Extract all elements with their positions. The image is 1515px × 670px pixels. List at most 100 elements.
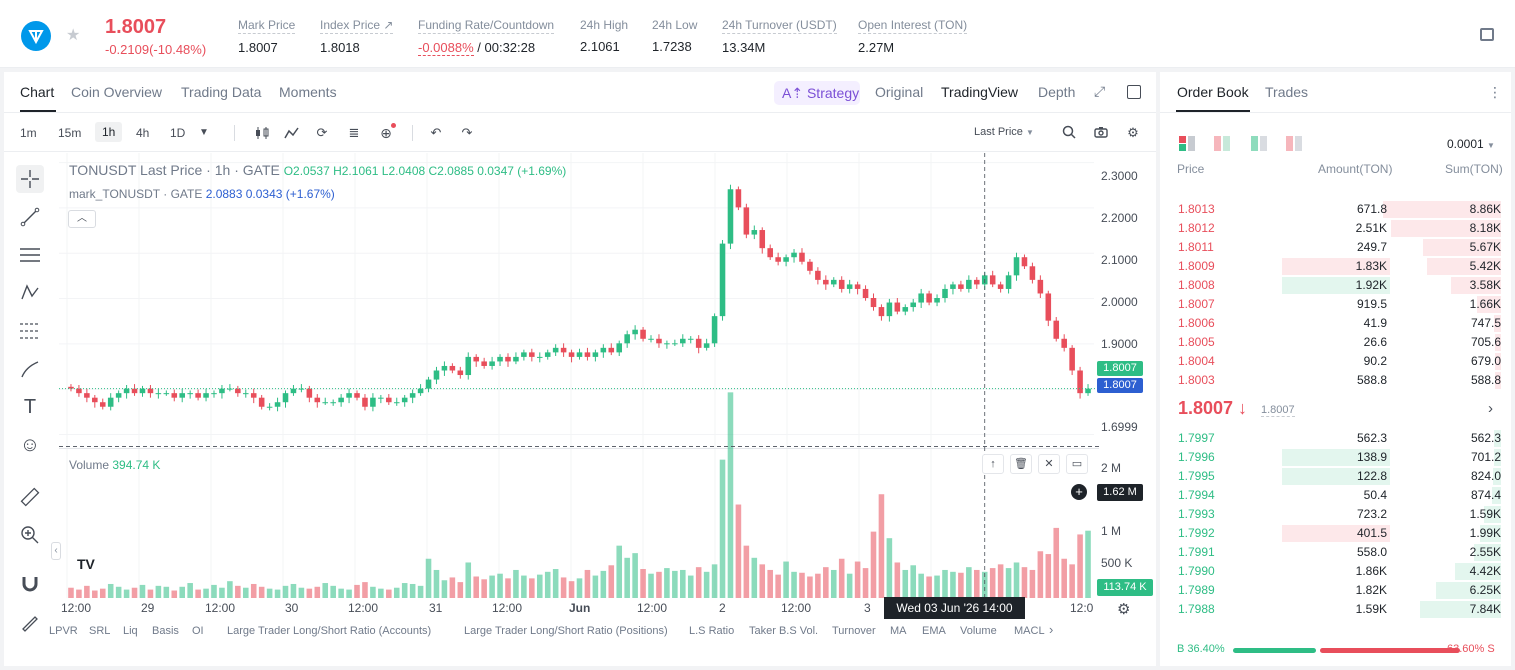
add-icon[interactable]: ⊕ [378, 123, 396, 141]
left-chevron-icon[interactable]: ‹ [51, 542, 61, 560]
tab-moments[interactable]: Moments [279, 84, 337, 100]
strategy-button[interactable]: A⇡ Strategy [774, 81, 860, 105]
stat-label[interactable]: Index Price ↗ [320, 18, 394, 34]
ask-row[interactable]: 1.8013 671.8 8.86K [1160, 200, 1511, 219]
both-sides-view-icon[interactable] [1179, 136, 1195, 151]
price-type-select[interactable]: Last Price ▼ [974, 126, 1034, 138]
more-menu-icon[interactable]: ⋮ [1488, 84, 1502, 100]
tab-order-book[interactable]: Order Book [1177, 84, 1249, 100]
tf-15m[interactable]: 15m [58, 126, 82, 140]
bid-row[interactable]: 1.7995 122.8 824.0 [1160, 467, 1511, 486]
indicator-lt-positions[interactable]: Large Trader Long/Short Ratio (Positions… [464, 625, 668, 637]
trend-line-icon[interactable] [16, 203, 44, 231]
tab-coin-overview[interactable]: Coin Overview [71, 84, 163, 100]
camera-icon[interactable] [1093, 125, 1109, 141]
ruler-icon[interactable] [16, 483, 44, 511]
bids-view-icon[interactable] [1251, 136, 1267, 151]
bid-row[interactable]: 1.7993 723.2 1.59K [1160, 505, 1511, 524]
search-icon[interactable] [1061, 125, 1077, 141]
indicator-macd[interactable]: MACL [1014, 625, 1045, 637]
indicator-srl[interactable]: SRL [89, 625, 111, 637]
pattern-icon[interactable] [16, 279, 44, 307]
tf-1m[interactable]: 1m [20, 126, 37, 140]
brush-icon[interactable] [16, 355, 44, 383]
candle-type-icon[interactable] [254, 125, 270, 141]
ask-row[interactable]: 1.8011 249.7 5.67K [1160, 238, 1511, 257]
indicator-oi[interactable]: OI [192, 625, 204, 637]
stat-label[interactable]: 24h Turnover (USDT) [722, 18, 837, 34]
stat-label[interactable]: Funding Rate/Countdown [418, 18, 555, 34]
ask-row[interactable]: 1.8012 2.51K 8.18K [1160, 219, 1511, 238]
indicator-ema[interactable]: EMA [922, 625, 946, 637]
indicator-liq[interactable]: Liq [123, 625, 138, 637]
tab-chart[interactable]: Chart [20, 84, 55, 100]
ask-row[interactable]: 1.8003 588.8 588.8 [1160, 371, 1511, 390]
bid-row[interactable]: 1.7992 401.5 1.99K [1160, 524, 1511, 543]
chevron-right-icon[interactable]: › [1049, 622, 1054, 637]
ask-row[interactable]: 1.8009 1.83K 5.42K [1160, 257, 1511, 276]
candlestick-chart[interactable] [59, 153, 1099, 600]
tf-1h[interactable]: 1h [95, 122, 123, 142]
refresh-icon[interactable]: ⟳ [316, 125, 328, 140]
ask-row[interactable]: 1.8005 26.6 705.6 [1160, 333, 1511, 352]
bid-row[interactable]: 1.7997 562.3 562.3 [1160, 429, 1511, 448]
bid-row[interactable]: 1.7996 138.9 701.2 [1160, 448, 1511, 467]
sells-only-icon[interactable] [1286, 136, 1302, 151]
chevron-right-icon[interactable]: › [1488, 400, 1493, 417]
delete-icon[interactable]: 🗑 [1010, 454, 1032, 474]
magnet-icon[interactable] [16, 569, 44, 597]
fib-icon[interactable] [16, 317, 44, 345]
crosshair-icon[interactable] [16, 165, 44, 193]
tab-trades[interactable]: Trades [1265, 84, 1309, 100]
bid-row[interactable]: 1.7994 50.4 874.4 [1160, 486, 1511, 505]
tf-1d[interactable]: 1D [170, 126, 186, 140]
maximize-pane-icon[interactable]: ▭ [1066, 454, 1088, 474]
tab-depth[interactable]: Depth [1038, 84, 1076, 100]
precision-select[interactable]: 0.0001 ▼ [1447, 137, 1495, 151]
stat-label[interactable]: Mark Price [238, 18, 296, 34]
ask-row[interactable]: 1.8007 919.5 1.66K [1160, 295, 1511, 314]
bid-row[interactable]: 1.7988 1.59K 7.84K [1160, 600, 1511, 619]
guide-book-icon[interactable] [1480, 28, 1494, 41]
favorite-star-icon[interactable]: ★ [66, 27, 81, 44]
zoom-in-icon[interactable] [16, 521, 44, 549]
bid-row[interactable]: 1.7990 1.86K 4.42K [1160, 562, 1511, 581]
ask-row[interactable]: 1.8006 41.9 747.5 [1160, 314, 1511, 333]
indicator-volume[interactable]: Volume [960, 625, 997, 637]
pencil-lock-icon[interactable] [16, 608, 44, 636]
bid-row[interactable]: 1.7991 558.0 2.55K [1160, 543, 1511, 562]
text-tool-icon[interactable]: T [23, 395, 37, 418]
redo-icon[interactable]: ↷ [461, 125, 473, 140]
chevron-down-icon[interactable]: ▼ [199, 127, 209, 138]
indicator-ls-ratio[interactable]: L.S Ratio [689, 625, 735, 637]
move-up-icon[interactable]: ↑ [982, 454, 1004, 474]
templates-icon[interactable]: ≣ [348, 125, 360, 140]
indicator-ma[interactable]: MA [890, 625, 907, 637]
indicator-taker-vol[interactable]: Taker B.S Vol. [749, 625, 819, 637]
ask-row[interactable]: 1.8008 1.92K 3.58K [1160, 276, 1511, 295]
window-icon[interactable] [1127, 85, 1141, 99]
ask-row[interactable]: 1.8004 90.2 679.0 [1160, 352, 1511, 371]
collapse-legend-button[interactable]: ︿ [68, 210, 96, 228]
tab-original[interactable]: Original [875, 84, 924, 100]
add-order-icon[interactable]: + [1071, 484, 1087, 500]
indicator-turnover[interactable]: Turnover [832, 625, 876, 637]
indicator-basis[interactable]: Basis [152, 625, 179, 637]
collapse-pane-icon[interactable]: ✕ [1038, 454, 1060, 474]
tab-trading-data[interactable]: Trading Data [181, 84, 262, 100]
emoji-icon[interactable]: ☺ [19, 433, 41, 456]
bid-row[interactable]: 1.7989 1.82K 6.25K [1160, 581, 1511, 600]
candle-body [783, 257, 789, 262]
undo-icon[interactable]: ↶ [430, 125, 442, 140]
indicators-icon[interactable] [284, 125, 300, 141]
tab-tradingview[interactable]: TradingView [941, 84, 1019, 100]
stat-label[interactable]: Open Interest (TON) [858, 18, 968, 34]
indicator-lpvr[interactable]: LPVR [49, 625, 78, 637]
asks-view-icon[interactable] [1214, 136, 1230, 151]
tf-4h[interactable]: 4h [136, 126, 150, 140]
horizontal-lines-icon[interactable] [16, 241, 44, 269]
indicator-lt-accounts[interactable]: Large Trader Long/Short Ratio (Accounts) [227, 625, 432, 637]
chart-settings-icon[interactable]: ⚙ [1117, 601, 1131, 618]
settings-gear-icon[interactable]: ⚙ [1127, 125, 1139, 140]
expand-icon[interactable]: ⤢ [1094, 83, 1106, 99]
